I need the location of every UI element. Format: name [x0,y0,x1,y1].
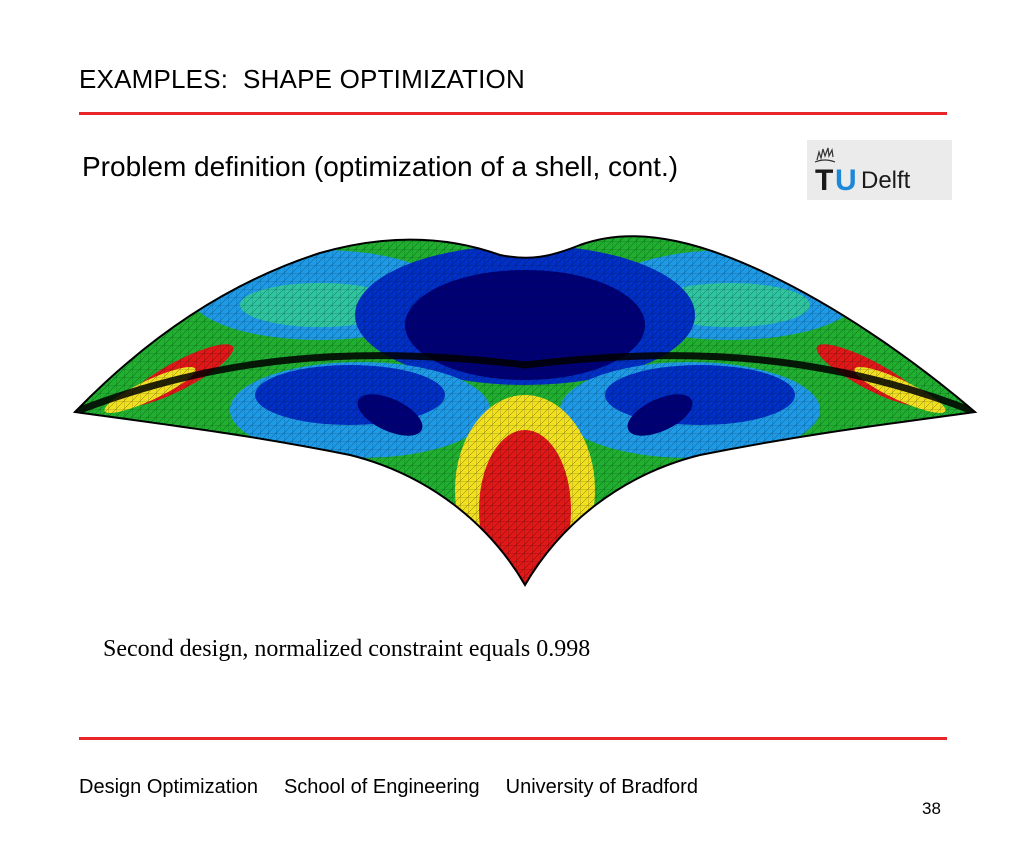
shell-contour-figure [60,225,990,595]
figure-caption: Second design, normalized constraint equ… [103,636,591,662]
slide-subtitle: Problem definition (optimization of a sh… [82,151,679,182]
logo-flame-icon [814,147,836,163]
tu-delft-logo: T U Delft [807,140,952,200]
footer: Design Optimization School of Engineering… [79,776,724,799]
page-number: 38 [922,799,941,818]
contour-regions [75,236,975,586]
svg-text:U: U [835,164,857,197]
svg-text:T: T [815,164,833,197]
slide-title: EXAMPLES: SHAPE OPTIMIZATION [79,64,525,94]
footer-course: Design Optimization [79,776,258,798]
svg-text:Delft: Delft [861,167,911,194]
bottom-divider [79,737,947,740]
footer-university: University of Bradford [505,776,698,798]
top-divider [79,112,947,115]
footer-school: School of Engineering [283,776,480,798]
